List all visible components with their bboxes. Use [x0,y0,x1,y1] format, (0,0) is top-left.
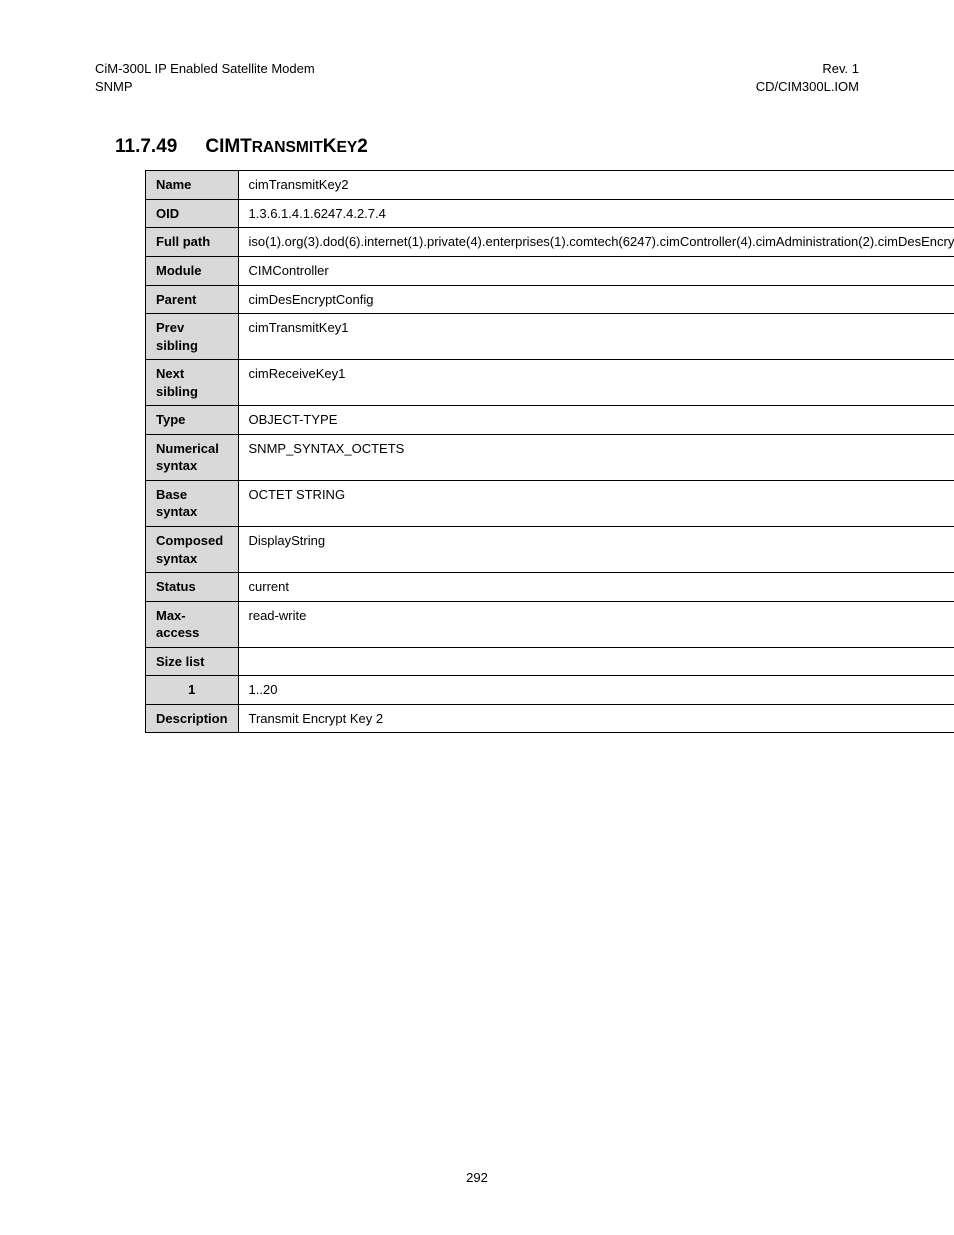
header-revision: Rev. 1 [756,60,859,78]
row-value [238,647,954,676]
table-row: Base syntaxOCTET STRING [146,480,954,526]
table-row: NamecimTransmitKey2 [146,171,954,200]
page-number: 292 [95,1170,859,1195]
table-body: NamecimTransmitKey2OID1.3.6.1.4.1.6247.4… [146,171,954,733]
section-heading: 11.7.49 CIMTRANSMITKEY2 [115,136,859,158]
row-value: CIMController [238,257,954,286]
header-section: SNMP [95,78,315,96]
row-label: Full path [146,228,239,257]
row-label: Composed syntax [146,527,239,573]
header-left: CiM-300L IP Enabled Satellite Modem SNMP [95,60,315,96]
table-row: Composed syntaxDisplayString [146,527,954,573]
table-row: OID1.3.6.1.4.1.6247.4.2.7.4 [146,199,954,228]
row-label: Parent [146,285,239,314]
table-row: Statuscurrent [146,573,954,602]
section-title: CIMTRANSMITKEY2 [205,136,368,157]
row-label: Module [146,257,239,286]
row-value: 1..20 [238,676,954,705]
row-label: Numerical syntax [146,434,239,480]
row-value: cimTransmitKey1 [238,314,954,360]
row-value: OCTET STRING [238,480,954,526]
row-value: current [238,573,954,602]
table-row: Size list [146,647,954,676]
table-row: Prev siblingcimTransmitKey1 [146,314,954,360]
row-value: SNMP_SYNTAX_OCTETS [238,434,954,480]
row-label: Description [146,704,239,733]
row-label: Prev sibling [146,314,239,360]
table-row: ParentcimDesEncryptConfig [146,285,954,314]
row-label: OID [146,199,239,228]
page-container: CiM-300L IP Enabled Satellite Modem SNMP… [0,0,954,1235]
row-value: iso(1).org(3).dod(6).internet(1).private… [238,228,954,257]
row-value: read-write [238,601,954,647]
table-row: Max-accessread-write [146,601,954,647]
page-header: CiM-300L IP Enabled Satellite Modem SNMP… [95,60,859,96]
table-row: 11..20 [146,676,954,705]
row-label: Status [146,573,239,602]
row-value: DisplayString [238,527,954,573]
row-value: OBJECT-TYPE [238,406,954,435]
row-label: Name [146,171,239,200]
row-value: Transmit Encrypt Key 2 [238,704,954,733]
section-number: 11.7.49 [115,136,177,157]
row-label: Size list [146,647,239,676]
table-row: Numerical syntaxSNMP_SYNTAX_OCTETS [146,434,954,480]
row-label: Type [146,406,239,435]
table-row: DescriptionTransmit Encrypt Key 2 [146,704,954,733]
table-row: Full pathiso(1).org(3).dod(6).internet(1… [146,228,954,257]
row-label: Base syntax [146,480,239,526]
row-value: cimDesEncryptConfig [238,285,954,314]
row-value: 1.3.6.1.4.1.6247.4.2.7.4 [238,199,954,228]
table-row: TypeOBJECT-TYPE [146,406,954,435]
row-label: Next sibling [146,360,239,406]
row-value: cimReceiveKey1 [238,360,954,406]
table-row: ModuleCIMController [146,257,954,286]
row-value: cimTransmitKey2 [238,171,954,200]
header-docid: CD/CIM300L.IOM [756,78,859,96]
row-label: Max-access [146,601,239,647]
mib-definition-table: NamecimTransmitKey2OID1.3.6.1.4.1.6247.4… [145,170,954,733]
row-label: 1 [146,676,239,705]
header-right: Rev. 1 CD/CIM300L.IOM [756,60,859,96]
table-row: Next siblingcimReceiveKey1 [146,360,954,406]
header-product: CiM-300L IP Enabled Satellite Modem [95,60,315,78]
